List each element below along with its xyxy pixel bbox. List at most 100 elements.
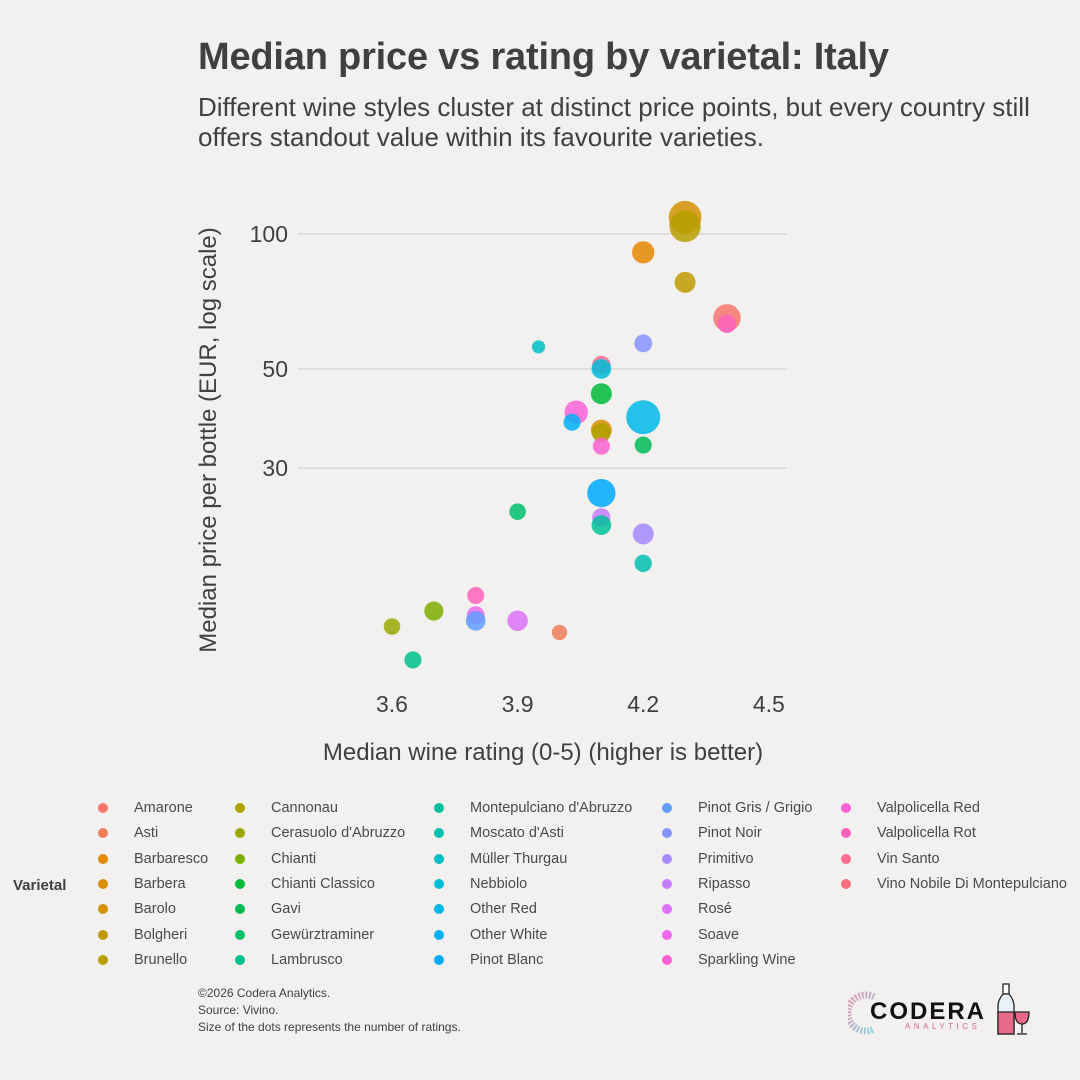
x-tick-label: 3.6 — [376, 691, 408, 717]
legend-swatch — [841, 853, 851, 864]
legend-label: Gewürztraminer — [271, 926, 375, 943]
gridlines — [298, 233, 787, 469]
footer-copyright: ©2026 Codera Analytics. — [198, 986, 331, 1000]
data-point — [634, 554, 652, 573]
footer-note: Size of the dots represents the number o… — [198, 1020, 461, 1034]
legend-label: Barolo — [134, 901, 176, 918]
legend-swatch — [434, 904, 444, 915]
data-point — [467, 586, 485, 605]
data-point — [587, 478, 616, 508]
data-point — [509, 503, 526, 520]
legend-label: Primitivo — [698, 850, 754, 867]
data-point — [563, 413, 581, 431]
data-point — [626, 400, 661, 435]
legend-label: Ripasso — [698, 875, 751, 892]
scatter-chart: 30 50 100 3.6 3.9 4.2 4.5 Median price per bo… — [195, 200, 787, 766]
y-tick-label: 30 — [262, 455, 288, 481]
legend-swatch — [98, 828, 108, 839]
legend-label: Lambrusco — [271, 951, 343, 968]
legend-label: Chianti Classico — [271, 875, 375, 892]
chart-title: Median price vs rating by varietal: Ital… — [198, 36, 889, 78]
legend-swatch — [662, 853, 672, 864]
legend-swatch — [662, 954, 672, 965]
legend-label: Rosé — [698, 901, 732, 918]
legend-swatch — [662, 929, 672, 940]
x-tick-label: 3.9 — [502, 691, 534, 717]
legend-swatch — [98, 929, 108, 940]
legend-label: Pinot Blanc — [470, 951, 544, 968]
legend-swatch — [662, 803, 672, 813]
data-point — [632, 523, 654, 545]
legend-label: Other Red — [470, 901, 537, 918]
data-point — [717, 314, 737, 334]
legend-label: Soave — [698, 926, 740, 943]
legend-label: Pinot Noir — [698, 825, 762, 842]
y-tick-label: 50 — [262, 356, 288, 382]
legend-swatch — [235, 803, 245, 813]
x-tick-label: 4.5 — [753, 691, 785, 717]
legend-label: Montepulciano d'Abruzzo — [470, 800, 633, 816]
legend-swatch — [98, 803, 108, 813]
legend-swatch — [434, 878, 444, 889]
x-axis-label: Median wine rating (0-5) (higher is bett… — [323, 739, 763, 766]
legend-swatch — [434, 929, 444, 940]
chart-subtitle: Different wine styles cluster at distinc… — [198, 92, 1030, 152]
footer-source: Source: Vivino. — [198, 1003, 279, 1017]
legend-swatch — [235, 853, 245, 864]
legend-label: Barbaresco — [134, 850, 209, 867]
data-point — [404, 651, 422, 669]
legend-swatch — [235, 828, 245, 839]
legend-label: Moscato d'Asti — [470, 825, 564, 842]
legend-label: Other White — [470, 926, 548, 943]
data-point — [591, 359, 612, 379]
data-point — [507, 610, 528, 631]
data-point — [592, 437, 610, 455]
legend-swatch — [98, 904, 108, 915]
legend-label: Asti — [134, 825, 159, 842]
legend-label: Pinot Gris / Grigio — [698, 800, 813, 816]
legend-label: Cerasuolo d'Abruzzo — [271, 825, 406, 842]
legend-swatch — [98, 954, 108, 965]
legend-swatch — [841, 878, 851, 889]
legend-label: Sparkling Wine — [698, 951, 796, 968]
legend-label: Bolgheri — [134, 926, 188, 943]
legend-label: Vin Santo — [877, 850, 940, 867]
legend-label: Vino Nobile Di Montepulciano — [877, 875, 1067, 892]
codera-logo: CODERA ANALYTICS — [848, 983, 1038, 1045]
data-point — [531, 340, 546, 354]
data-point — [632, 241, 655, 264]
legend-label: Barbera — [134, 875, 186, 892]
data-points — [383, 200, 741, 669]
legend-label: Valpolicella Red — [877, 800, 980, 816]
legend-swatch — [235, 954, 245, 965]
y-tick-label: 100 — [250, 221, 288, 247]
data-point — [634, 334, 653, 353]
legend-label: Müller Thurgau — [470, 850, 568, 867]
wine-bottle-glass-icon — [997, 983, 1030, 1035]
legend-swatch — [662, 828, 672, 839]
legend-label: Valpolicella Rot — [877, 825, 976, 842]
legend-label: Cannonau — [271, 800, 338, 816]
x-axis-ticks: 3.6 3.9 4.2 4.5 — [376, 691, 785, 717]
y-axis-label: Median price per bottle (EUR, log scale) — [195, 227, 222, 653]
legend-label: Nebbiolo — [470, 875, 528, 892]
data-point — [591, 515, 612, 535]
x-tick-label: 4.2 — [627, 691, 659, 717]
legend-swatch — [434, 828, 444, 839]
legend-swatch — [841, 803, 851, 813]
legend-swatch — [98, 878, 108, 889]
legend-swatch — [662, 904, 672, 915]
data-point — [465, 610, 486, 631]
legend-swatch — [841, 828, 851, 839]
legend-swatch — [434, 954, 444, 965]
legend-swatch — [98, 853, 108, 864]
legend-swatch — [235, 904, 245, 915]
legend-label: Chianti — [271, 850, 317, 867]
data-point — [674, 271, 696, 293]
legend-swatch — [434, 803, 444, 813]
data-point — [551, 624, 568, 641]
legend-swatch — [235, 929, 245, 940]
data-point — [634, 436, 652, 454]
logo-wordmark: CODERA — [870, 998, 987, 1025]
legend-swatch — [235, 878, 245, 889]
